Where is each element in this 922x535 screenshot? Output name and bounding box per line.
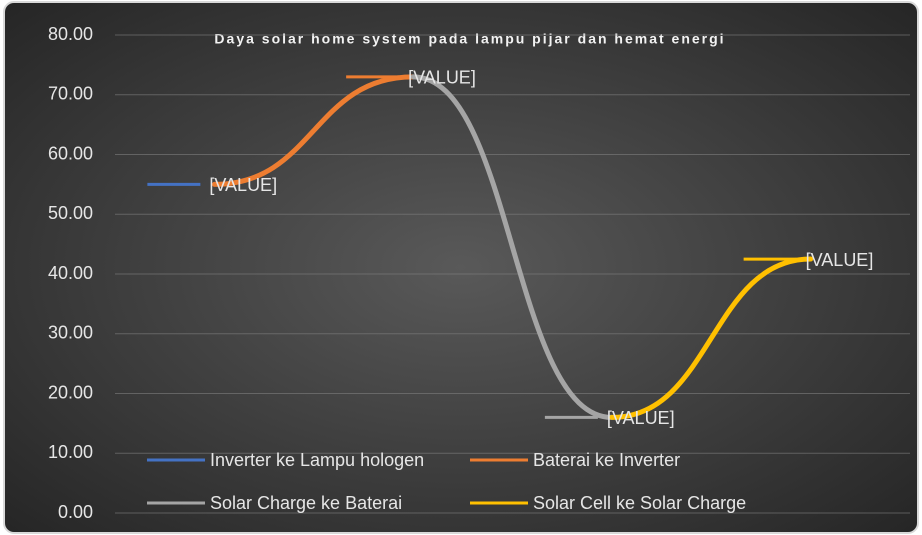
y-tick-label: 50.00 (48, 203, 93, 223)
series-line (609, 256, 814, 420)
legend-label: Solar Charge ke Baterai (210, 493, 402, 513)
chart-background (3, 1, 919, 534)
chart-title: Daya solar home system pada lampu pijar … (214, 31, 725, 47)
y-tick-label: 70.00 (48, 84, 93, 104)
data-label: [VALUE] (806, 250, 874, 270)
y-tick-label: 40.00 (48, 263, 93, 283)
series-line (211, 74, 416, 187)
y-tick-label: 10.00 (48, 442, 93, 462)
legend-label: Baterai ke Inverter (533, 450, 680, 470)
y-tick-label: 60.00 (48, 143, 93, 163)
series-line (410, 74, 615, 420)
y-tick-label: 20.00 (48, 382, 93, 402)
data-label: [VALUE] (209, 175, 277, 195)
legend-label: Inverter ke Lampu hologen (210, 450, 424, 470)
y-tick-label: 0.00 (58, 502, 93, 522)
data-label: [VALUE] (408, 68, 476, 88)
y-tick-label: 30.00 (48, 323, 93, 343)
y-tick-label: 80.00 (48, 24, 93, 44)
legend-label: Solar Cell ke Solar Charge (533, 493, 746, 513)
data-label: [VALUE] (607, 408, 675, 428)
